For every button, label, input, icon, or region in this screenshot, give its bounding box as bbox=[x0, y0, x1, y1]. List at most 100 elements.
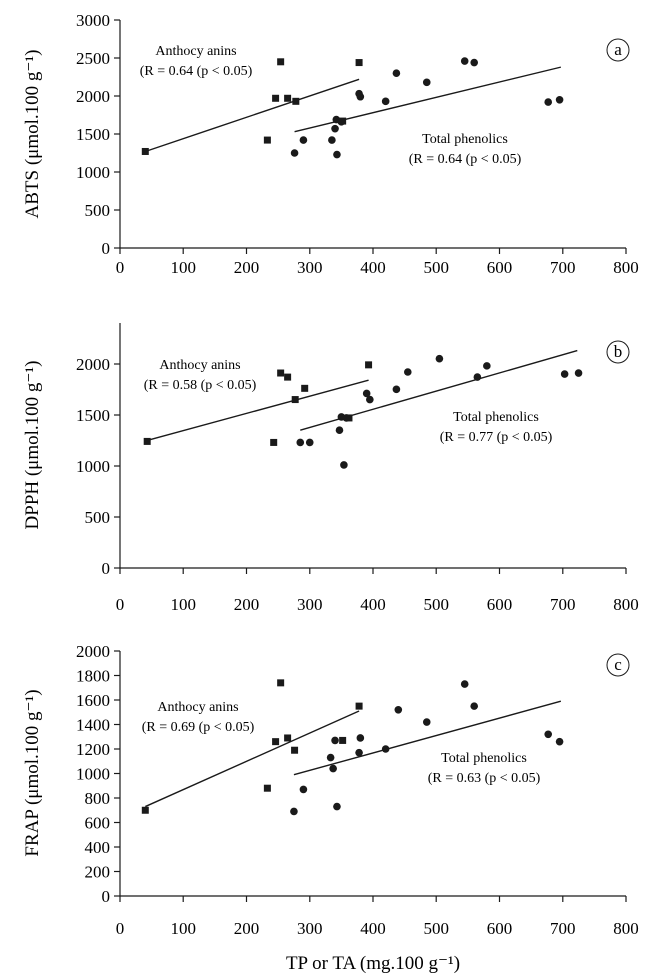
panel-a-x-tick-label: 0 bbox=[116, 258, 125, 277]
panel-b-x-tick-label: 400 bbox=[360, 595, 386, 614]
panel-b-total-phenolics-point bbox=[392, 385, 401, 394]
panel-c-x-tick-label: 700 bbox=[550, 919, 576, 938]
panel-a-anthocyanins-point bbox=[141, 147, 149, 155]
panel-b-letter: b bbox=[614, 342, 623, 361]
panel-b-total-phenolics-point bbox=[483, 362, 491, 370]
panel-c-anthocyanins-point bbox=[141, 806, 149, 814]
panel-a-total-phenolics-point bbox=[460, 57, 469, 65]
panel-c-total-phenolics-point bbox=[355, 748, 363, 757]
panel-c-total-phenolics-label: Total phenolics bbox=[441, 751, 527, 766]
panel-c-anthocyanins-point bbox=[339, 736, 347, 744]
panel-a-anthocyanins-stat: (R = 0.64 (p < 0.05) bbox=[140, 64, 253, 79]
panel-c-anthocyanins-point bbox=[291, 746, 299, 754]
panel-c-y-ticks bbox=[114, 650, 120, 897]
panel-a-anthocyanins-point bbox=[284, 94, 292, 102]
panel-c-anthocyanins-stat: (R = 0.69 (p < 0.05) bbox=[142, 720, 255, 735]
panel-c-anthocyanins-fit-line bbox=[145, 710, 360, 808]
panel-c-letter: c bbox=[614, 655, 622, 674]
panel-c-x-tick-label: 100 bbox=[170, 919, 196, 938]
panel-b-total-phenolics-point bbox=[342, 414, 351, 422]
panel-b-anthocyanins-point bbox=[365, 361, 373, 369]
panel-c-total-phenolics-point bbox=[555, 737, 564, 746]
panel-c-y-tick-label: 600 bbox=[85, 814, 111, 833]
panel-a-total-phenolics-point bbox=[544, 98, 553, 106]
panel-b-anthocyanins-stat: (R = 0.58 (p < 0.05) bbox=[144, 378, 257, 393]
panel-b-total-phenolics-point bbox=[435, 354, 444, 363]
panel-c-x-tick-label: 600 bbox=[487, 919, 513, 938]
panel-c-total-phenolics-point bbox=[470, 702, 479, 710]
panel-a-x-tick-label: 200 bbox=[234, 258, 260, 277]
panel-a-x-ticks bbox=[119, 248, 627, 254]
panel-a-anthocyanins-label: Anthocy anins bbox=[155, 44, 236, 59]
panel-b-x-tick-label: 500 bbox=[423, 595, 449, 614]
panel-c-x-ticks bbox=[119, 896, 627, 902]
panel-a-anthocyanins-point bbox=[277, 58, 285, 66]
panel-b-total-phenolics-label: Total phenolics bbox=[453, 410, 539, 425]
panel-c-total-phenolics-point bbox=[356, 734, 365, 742]
panel-a-x-tick-label: 100 bbox=[170, 258, 196, 277]
panel-b-total-phenolics-point bbox=[305, 438, 314, 447]
panel-b-anthocyanins-fit-line bbox=[147, 379, 369, 442]
panel-c-x-tick-label: 200 bbox=[234, 919, 260, 938]
panel-c-y-tick-label: 1600 bbox=[76, 691, 110, 710]
panel-c-y-axis-label: FRAP (μmol.100 g⁻¹) bbox=[22, 689, 43, 856]
panel-c-total-phenolics-point bbox=[290, 807, 298, 816]
panel-b-anthocyanins-point bbox=[270, 438, 278, 446]
panel-c-total-phenolics-point bbox=[326, 753, 335, 762]
panel-a-y-ticks bbox=[114, 19, 120, 249]
panel-a-anthocyanins-point bbox=[272, 94, 280, 102]
panel-c-total-phenolics-stat: (R = 0.63 (p < 0.05) bbox=[428, 771, 541, 786]
panel-b-total-phenolics-point bbox=[473, 373, 482, 381]
panel-c-total-phenolics-point bbox=[329, 764, 337, 773]
x-axis-title: TP or TA (mg.100 g⁻¹) bbox=[286, 953, 460, 974]
panel-c-y-tick-label: 400 bbox=[85, 838, 111, 857]
panel-a-anthocyanins-point bbox=[292, 97, 300, 105]
panel-a-y-tick-label: 2000 bbox=[76, 87, 110, 106]
panel-b-letter-circle bbox=[606, 340, 630, 364]
panel-c-letter-circle bbox=[606, 653, 630, 677]
panel-c-total-phenolics-point bbox=[381, 745, 390, 753]
panel-c-anthocyanins-point bbox=[263, 784, 271, 792]
panel-a-y-tick-label: 3000 bbox=[76, 11, 110, 30]
panel-a-total-phenolics-point bbox=[470, 58, 479, 67]
panel-a-total-phenolics-point bbox=[381, 97, 390, 106]
panel-a-marks bbox=[141, 57, 564, 159]
panel-c-y-tick-label: 1800 bbox=[76, 667, 110, 686]
panel-b-total-phenolics-point bbox=[366, 395, 374, 404]
panel-a-letter-circle bbox=[606, 38, 630, 62]
panel-c-total-phenolics-point bbox=[422, 718, 431, 726]
panel-c-x-tick-label: 400 bbox=[360, 919, 386, 938]
panel-c-anthocyanins-point bbox=[355, 702, 363, 710]
panel-b-x-tick-label: 800 bbox=[613, 595, 639, 614]
panel-b-total-phenolics-point bbox=[340, 461, 348, 469]
panel-b-y-tick-label: 0 bbox=[102, 559, 111, 578]
panel-c-anthocyanins-point bbox=[272, 738, 280, 746]
panel-a-y-tick-label: 2500 bbox=[76, 49, 110, 68]
panel-c-x-tick-label: 300 bbox=[297, 919, 323, 938]
panel-c-y-tick-label: 800 bbox=[85, 789, 111, 808]
panel-c-anthocyanins-point bbox=[284, 734, 292, 742]
panel-b-x-tick-label: 300 bbox=[297, 595, 323, 614]
panel-b-total-phenolics-stat: (R = 0.77 (p < 0.05) bbox=[440, 430, 553, 445]
panel-c-y-tick-label: 1000 bbox=[76, 765, 110, 784]
panel-a-total-phenolics-point bbox=[555, 96, 564, 104]
panel-c-anthocyanins-label: Anthocy anins bbox=[157, 700, 238, 715]
panel-c-total-phenolics-point bbox=[394, 706, 403, 714]
panel-b-anthocyanins-point bbox=[291, 396, 299, 404]
panel-a-x-tick-label: 600 bbox=[487, 258, 513, 277]
panel-a-total-phenolics-point bbox=[356, 92, 365, 101]
panel-a-total-phenolics-point bbox=[422, 78, 431, 87]
panel-a-total-phenolics-point bbox=[392, 69, 401, 77]
panel-a: 0 500 1000 1500 2000 2500 3000 0 100 200… bbox=[22, 11, 639, 277]
panel-a-total-phenolics-point bbox=[328, 136, 336, 144]
panel-a-anthocyanins-point bbox=[263, 136, 271, 144]
panel-a-anthocyanins-point bbox=[355, 59, 363, 67]
panel-b-x-ticks bbox=[119, 568, 627, 574]
panel-c-y-tick-label: 1200 bbox=[76, 740, 110, 759]
panel-b-anthocyanins-point bbox=[284, 373, 292, 381]
panel-a-total-phenolics-point bbox=[290, 149, 299, 157]
panel-b-y-tick-label: 1500 bbox=[76, 406, 110, 425]
panel-b-x-tick-label: 700 bbox=[550, 595, 576, 614]
panel-b-total-phenolics-point bbox=[403, 368, 412, 376]
panel-a-y-tick-label: 1500 bbox=[76, 125, 110, 144]
